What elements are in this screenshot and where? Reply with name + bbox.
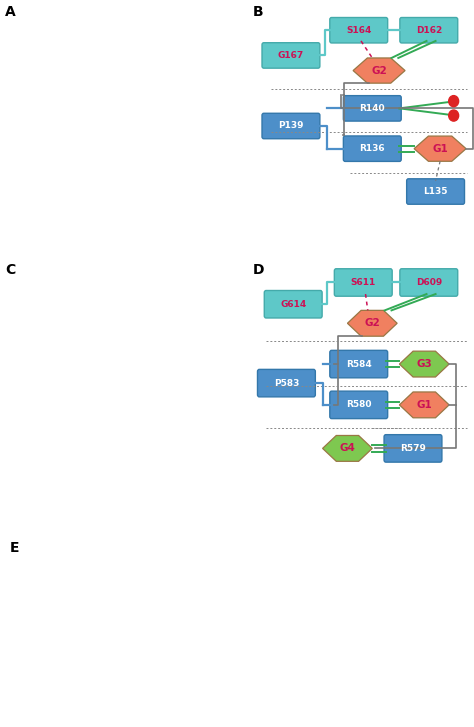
- Text: B: B: [253, 5, 263, 19]
- Text: G167: G167: [278, 51, 304, 60]
- Text: R584: R584: [346, 360, 372, 369]
- Polygon shape: [400, 392, 449, 418]
- FancyBboxPatch shape: [384, 435, 442, 462]
- Text: P583: P583: [273, 379, 299, 387]
- Text: G2: G2: [371, 65, 387, 76]
- Circle shape: [449, 96, 459, 107]
- FancyBboxPatch shape: [334, 269, 392, 296]
- Text: D162: D162: [416, 25, 442, 35]
- FancyBboxPatch shape: [400, 17, 458, 43]
- FancyBboxPatch shape: [330, 17, 388, 43]
- FancyBboxPatch shape: [400, 269, 458, 296]
- Text: G2: G2: [365, 318, 380, 329]
- Text: S611: S611: [351, 278, 376, 287]
- Text: A: A: [5, 5, 16, 19]
- FancyBboxPatch shape: [330, 391, 388, 419]
- Text: R579: R579: [400, 444, 426, 453]
- Text: G4: G4: [339, 443, 356, 454]
- FancyBboxPatch shape: [262, 113, 320, 139]
- Text: E: E: [9, 541, 19, 555]
- Polygon shape: [347, 310, 397, 336]
- FancyBboxPatch shape: [330, 350, 388, 378]
- Text: G1: G1: [432, 144, 448, 153]
- Text: D: D: [253, 263, 264, 278]
- Circle shape: [449, 110, 459, 121]
- Polygon shape: [323, 435, 372, 462]
- FancyBboxPatch shape: [264, 291, 322, 318]
- FancyBboxPatch shape: [262, 43, 320, 68]
- Text: R140: R140: [359, 104, 385, 113]
- Text: L135: L135: [423, 187, 448, 196]
- Text: G3: G3: [416, 359, 432, 369]
- FancyBboxPatch shape: [257, 369, 315, 397]
- Polygon shape: [414, 136, 466, 161]
- Text: R136: R136: [359, 144, 385, 153]
- Text: P139: P139: [278, 121, 304, 131]
- Text: G614: G614: [280, 300, 306, 309]
- Polygon shape: [353, 58, 405, 83]
- Text: G1: G1: [416, 400, 432, 410]
- Text: D609: D609: [416, 278, 442, 287]
- FancyBboxPatch shape: [343, 96, 401, 121]
- FancyBboxPatch shape: [343, 136, 401, 161]
- Text: S164: S164: [346, 25, 372, 35]
- Text: C: C: [5, 263, 15, 278]
- FancyBboxPatch shape: [407, 179, 465, 204]
- Polygon shape: [400, 351, 449, 377]
- Text: R580: R580: [346, 401, 372, 409]
